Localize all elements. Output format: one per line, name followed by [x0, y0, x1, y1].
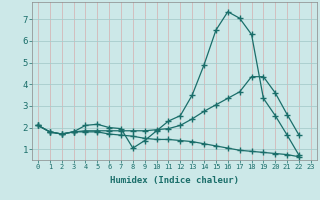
X-axis label: Humidex (Indice chaleur): Humidex (Indice chaleur): [110, 176, 239, 185]
